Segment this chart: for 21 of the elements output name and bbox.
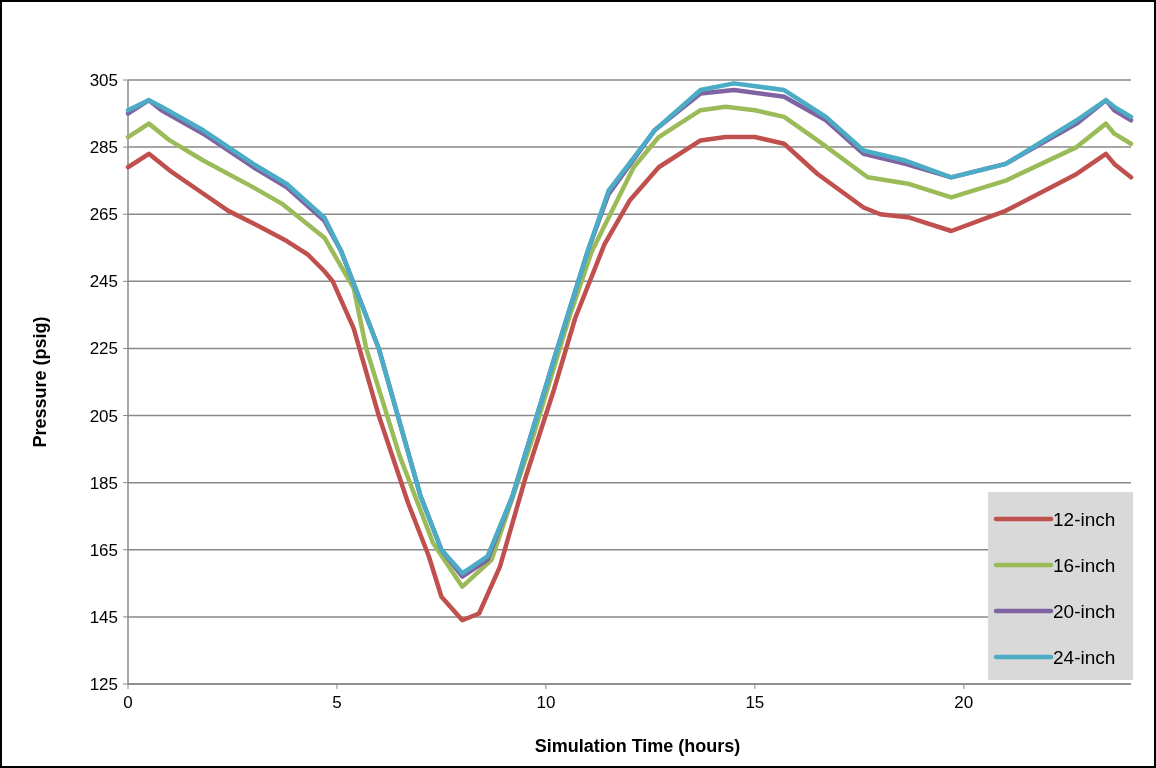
y-tick-label: 305	[89, 70, 118, 90]
y-tick-label: 205	[89, 406, 118, 426]
x-tick-label: 5	[332, 693, 342, 712]
x-tick-label: 10	[536, 693, 556, 712]
y-tick-label: 125	[89, 674, 118, 694]
y-tick-label: 285	[89, 138, 118, 158]
y-tick-label: 225	[89, 339, 118, 359]
legend-label: 12-inch	[1053, 508, 1116, 530]
y-tick-label: 185	[89, 473, 118, 493]
y-axis-title: Pressure (psig)	[30, 316, 50, 448]
y-tick-label: 145	[89, 607, 118, 627]
x-tick-label: 20	[954, 693, 974, 712]
x-tick-label: 0	[123, 693, 133, 712]
y-tick-label: 265	[89, 205, 118, 225]
x-tick-label: 15	[745, 693, 765, 712]
x-axis-title: Simulation Time (hours)	[534, 736, 741, 756]
legend-label: 16-inch	[1053, 554, 1116, 576]
legend-label: 20-inch	[1053, 600, 1116, 622]
y-tick-label: 165	[89, 540, 118, 560]
legend-label: 24-inch	[1053, 646, 1116, 668]
y-tick-label: 245	[89, 272, 118, 292]
